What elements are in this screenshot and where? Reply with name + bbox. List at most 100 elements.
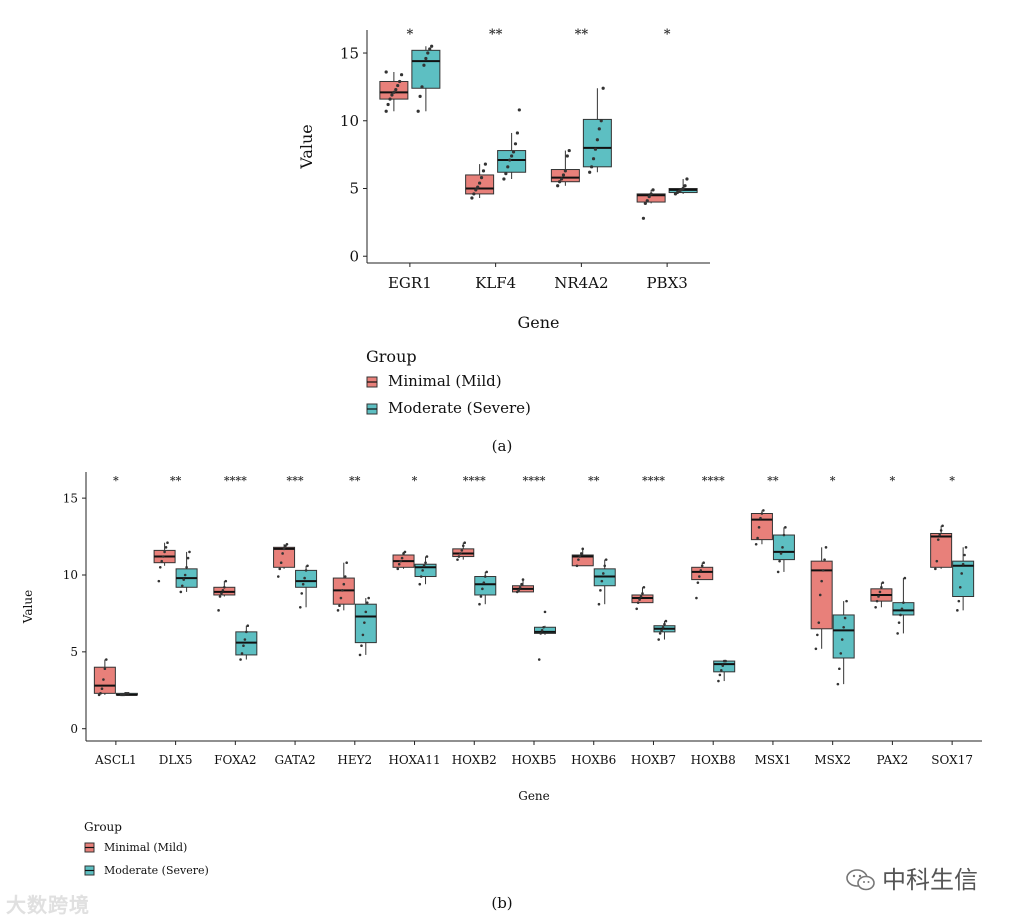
data-point-moderate xyxy=(842,625,845,629)
data-point-minimal xyxy=(821,569,825,572)
data-point-moderate xyxy=(958,585,962,589)
data-point-minimal xyxy=(223,585,226,589)
data-point-moderate xyxy=(681,186,685,191)
data-point-moderate xyxy=(685,177,689,181)
box-moderate-klf4 xyxy=(497,150,527,173)
data-point-moderate xyxy=(511,150,516,154)
data-point-minimal xyxy=(760,512,764,515)
data-point-minimal xyxy=(161,555,165,558)
y-tick-label-a: 5 xyxy=(349,180,359,198)
data-point-minimal xyxy=(220,592,223,595)
box-minimal-hoxb6 xyxy=(571,554,594,567)
x-tick-label-b: MSX1 xyxy=(755,753,792,767)
data-point-moderate xyxy=(479,595,483,598)
panel-label-b: (b) xyxy=(491,894,512,912)
significance-label-b: * xyxy=(830,474,836,487)
data-point-moderate xyxy=(963,553,966,557)
data-point-minimal xyxy=(941,524,944,528)
data-point-minimal xyxy=(558,180,562,184)
data-point-moderate xyxy=(422,63,426,67)
y-tick-label-a: 10 xyxy=(340,112,359,130)
data-point-minimal xyxy=(565,154,569,158)
data-point-moderate xyxy=(428,47,432,51)
data-point-minimal xyxy=(158,566,162,569)
significance-label-b: **** xyxy=(224,474,247,487)
data-point-moderate xyxy=(604,558,608,561)
data-point-moderate xyxy=(422,564,426,568)
significance-label-b: * xyxy=(890,474,896,487)
data-point-minimal xyxy=(392,90,396,94)
data-point-moderate xyxy=(902,601,905,604)
data-point-moderate xyxy=(542,625,545,629)
data-point-minimal xyxy=(814,647,818,651)
x-tick-label-b: MSX2 xyxy=(814,753,851,767)
x-tick-label-b: PAX2 xyxy=(876,753,908,767)
data-point-minimal xyxy=(700,564,704,568)
data-point-moderate xyxy=(543,610,547,614)
data-point-minimal xyxy=(521,578,525,581)
data-point-moderate xyxy=(421,569,424,572)
data-point-moderate xyxy=(504,171,508,176)
data-point-minimal xyxy=(754,542,758,546)
data-point-minimal xyxy=(281,552,284,555)
data-point-minimal xyxy=(285,542,289,546)
watermark-right: 中科生信 xyxy=(846,860,978,895)
x-tick-label-b: HOXB2 xyxy=(452,753,497,767)
data-point-minimal xyxy=(478,181,482,185)
data-point-minimal xyxy=(105,658,108,661)
data-point-minimal xyxy=(877,595,880,598)
y-tick-label-a: 15 xyxy=(340,44,359,62)
data-point-minimal xyxy=(339,596,343,600)
data-point-minimal xyxy=(563,169,567,173)
data-point-moderate xyxy=(179,590,183,594)
data-point-moderate xyxy=(661,625,665,629)
significance-label-b: **** xyxy=(642,474,665,487)
data-point-moderate xyxy=(513,142,518,146)
data-point-minimal xyxy=(456,558,459,561)
data-point-minimal xyxy=(579,552,583,555)
data-point-minimal xyxy=(642,585,646,589)
data-point-moderate xyxy=(540,629,544,632)
data-point-minimal xyxy=(278,567,282,571)
data-point-minimal xyxy=(476,185,480,189)
data-point-minimal xyxy=(578,555,582,558)
box-moderate-hey2 xyxy=(354,603,377,644)
data-point-minimal xyxy=(518,585,522,589)
data-point-minimal xyxy=(166,541,169,545)
data-point-moderate xyxy=(658,632,662,635)
data-point-minimal xyxy=(224,579,228,583)
box-moderate-hoxb2 xyxy=(474,576,497,596)
watermark-right-text: 中科生信 xyxy=(882,866,978,894)
data-point-minimal xyxy=(874,605,877,609)
data-point-moderate xyxy=(839,652,843,655)
data-point-minimal xyxy=(575,564,579,568)
data-point-minimal xyxy=(345,561,348,564)
data-point-minimal xyxy=(384,70,388,74)
data-point-minimal xyxy=(695,596,698,600)
box-moderate-msx2 xyxy=(832,614,855,659)
data-point-moderate xyxy=(303,576,306,580)
x-tick-label-a: KLF4 xyxy=(475,274,516,292)
data-point-moderate xyxy=(483,575,487,578)
data-point-minimal xyxy=(757,526,761,529)
significance-label-b: ** xyxy=(588,474,600,487)
data-point-moderate xyxy=(960,572,963,575)
significance-label-a: ** xyxy=(575,27,589,42)
data-point-minimal xyxy=(520,582,523,586)
data-point-moderate xyxy=(961,562,965,566)
box-moderate-hoxa11 xyxy=(414,563,437,578)
significance-label-a: * xyxy=(406,27,413,42)
data-point-moderate xyxy=(539,632,542,635)
data-point-minimal xyxy=(935,559,939,563)
data-point-minimal xyxy=(403,550,407,554)
data-point-moderate xyxy=(843,616,847,620)
data-point-minimal xyxy=(556,184,560,188)
data-point-minimal xyxy=(881,581,885,584)
significance-label-b: * xyxy=(113,474,119,487)
data-point-moderate xyxy=(243,638,247,641)
data-point-minimal xyxy=(698,575,701,578)
data-point-moderate xyxy=(185,566,188,569)
data-point-minimal xyxy=(460,549,464,552)
y-axis-title-a: Value xyxy=(297,124,316,170)
data-point-minimal xyxy=(647,195,651,199)
